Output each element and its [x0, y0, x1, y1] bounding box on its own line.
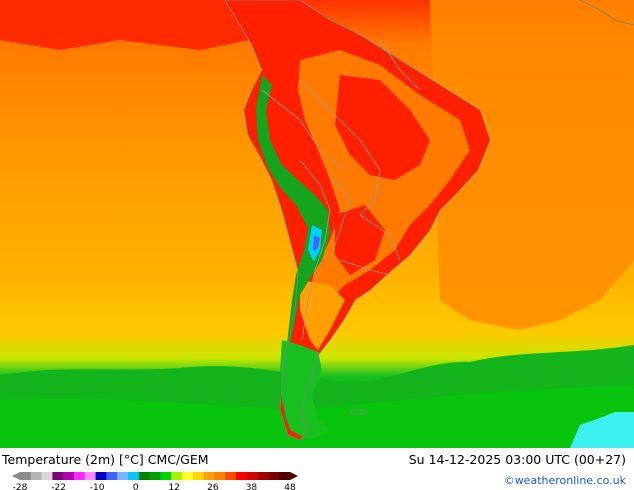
map-footer: Temperature (2m) [°C] CMC/GEM Su 14-12-2… [0, 448, 634, 490]
legend-swatch [117, 472, 129, 480]
legend-swatch [182, 472, 194, 480]
legend-swatch [246, 472, 258, 480]
legend-tick-label: 38 [246, 483, 258, 490]
legend-swatch [95, 472, 107, 480]
andes-snow-peaks [313, 235, 320, 252]
valid-time: Su 14-12-2025 03:00 UTC (00+27) [408, 452, 626, 467]
legend-tick-label: -28 [13, 483, 28, 490]
legend-swatch [106, 472, 118, 480]
legend-swatch [41, 472, 53, 480]
coastline [224, 0, 491, 441]
legend-swatch [171, 472, 183, 480]
tierra-del-fuego [280, 340, 330, 440]
legend-arrow-right [290, 472, 298, 480]
caribbean-islands [579, 0, 634, 26]
legend-swatch [257, 472, 269, 480]
antarctic-cold-patch [570, 412, 634, 448]
legend-tick-label: 26 [207, 483, 219, 490]
legend-swatch [52, 472, 64, 480]
legend-tick-label: 0 [133, 483, 139, 490]
legend-swatch [84, 472, 96, 480]
legend-swatch [160, 472, 172, 480]
legend-tick-label: 48 [284, 483, 296, 490]
legend-tick-label: -10 [90, 483, 105, 490]
legend-swatch [279, 472, 291, 480]
temperature-map [0, 0, 634, 448]
legend-swatch [74, 472, 86, 480]
legend-swatch [203, 472, 215, 480]
legend-swatch [20, 472, 32, 480]
legend-swatch [236, 472, 248, 480]
legend-swatch [268, 472, 280, 480]
andes-cool-strip [256, 75, 330, 436]
credit-link[interactable]: ©weatheronline.co.uk [503, 474, 626, 487]
legend-swatch [128, 472, 140, 480]
legend-swatch [225, 472, 237, 480]
legend-swatches [12, 472, 298, 480]
legend-swatch [30, 472, 42, 480]
country-borders [261, 39, 421, 341]
legend-swatch [63, 472, 75, 480]
legend-arrow-left [12, 472, 20, 480]
legend-swatch [149, 472, 161, 480]
chaco-hot-spot [335, 205, 385, 275]
legend-tick-label: 12 [169, 483, 180, 490]
legend-swatch [138, 472, 150, 480]
falkland-islands [349, 408, 367, 416]
legend-swatch [214, 472, 226, 480]
legend-tick-label: -22 [51, 483, 66, 490]
pacific-hot-patch [0, 0, 260, 50]
map-title: Temperature (2m) [°C] CMC/GEM [2, 452, 209, 467]
atlantic-warm-band [430, 0, 634, 330]
color-scale-legend: -28 -22 -10 0 12 26 38 48 [12, 472, 298, 490]
legend-swatch [192, 472, 204, 480]
brazil-hot-core [335, 75, 430, 180]
legend-ticks: -28 -22 -10 0 12 26 38 48 [13, 483, 296, 490]
patagonia-warm [300, 280, 345, 350]
